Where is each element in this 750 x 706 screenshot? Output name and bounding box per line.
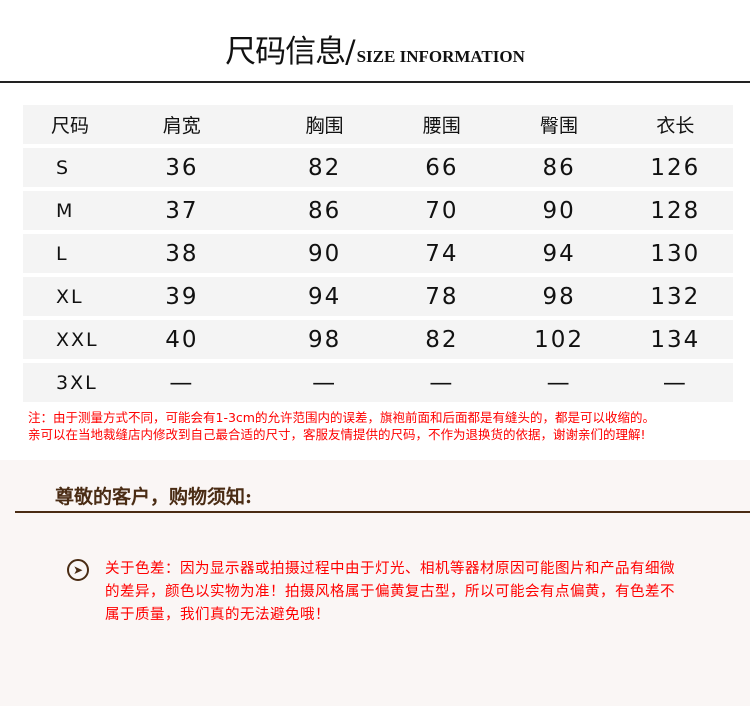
table-cell: 40 (165, 326, 199, 353)
table-cell: 86 (542, 154, 576, 181)
table-cell: — (546, 369, 572, 396)
table-cell: 82 (425, 326, 459, 353)
size-label: 3XL (56, 371, 98, 394)
table-cell: 132 (650, 283, 701, 310)
table-cell: 98 (542, 283, 576, 310)
table-row: L 38 90 74 94 130 (23, 234, 733, 273)
table-cell: 36 (165, 154, 199, 181)
table-cell: — (169, 369, 195, 396)
table-cell: 94 (307, 283, 342, 310)
title-zh: 尺码信息/ (225, 34, 355, 70)
table-row: XXL 40 98 82 102 134 (23, 320, 733, 359)
header-cell: 衣长 (656, 115, 695, 137)
table-cell: 128 (650, 197, 701, 224)
table-header: 尺码 肩宽 胸围 腰围 臀围 衣长 (23, 105, 733, 144)
table-row: S 36 82 66 86 126 (23, 148, 733, 187)
header-cell: 肩宽 (162, 115, 201, 137)
title-en: SIZE INFORMATION (356, 47, 525, 66)
table-cell: 78 (425, 283, 459, 310)
size-table: 尺码 肩宽 胸围 腰围 臀围 衣长 S 36 82 66 86 126 M 37 86 70 90 1… (23, 105, 733, 406)
shopping-notice: 尊敬的客户，购物须知: ➤ 关于色差：因为显示器或拍摄过程中由于灯光、相机等器材… (0, 460, 750, 706)
table-cell: 130 (650, 240, 701, 267)
table-cell: 90 (542, 197, 576, 224)
page-title: 尺码信息/SIZE INFORMATION (0, 26, 750, 71)
note-line: 注：由于测量方式不同，可能会有1-3cm的允许范围内的误差，旗袍前面和后面都是有… (28, 410, 655, 425)
table-cell: 66 (425, 154, 459, 181)
chevron-circle-right-icon: ➤ (67, 559, 89, 581)
table-cell: — (429, 369, 455, 396)
table-cell: 38 (165, 240, 199, 267)
size-label: L (56, 242, 69, 265)
header-cell: 臀围 (540, 115, 579, 137)
table-cell: — (312, 369, 338, 396)
table-cell: 126 (650, 154, 701, 181)
table-row: 3XL — — — — — (23, 363, 733, 402)
divider (15, 511, 750, 513)
size-note: 注：由于测量方式不同，可能会有1-3cm的允许范围内的误差，旗袍前面和后面都是有… (28, 409, 655, 443)
table-cell: 102 (534, 326, 585, 353)
header-cell: 腰围 (422, 115, 461, 137)
divider (0, 81, 750, 83)
table-cell: 94 (542, 240, 576, 267)
table-cell: 74 (425, 240, 459, 267)
table-row: M 37 86 70 90 128 (23, 191, 733, 230)
table-cell: 134 (650, 326, 701, 353)
header-cell: 尺码 (51, 115, 90, 137)
table-cell: 37 (165, 197, 199, 224)
table-row: XL 39 94 78 98 132 (23, 277, 733, 316)
table-cell: 39 (165, 283, 199, 310)
size-label: XL (56, 285, 84, 308)
header-cell: 胸围 (305, 115, 344, 137)
note-line: 亲可以在当地裁缝店内修改到自己最合适的尺寸，客服友情提供的尺码，不作为退换货的依… (28, 427, 646, 442)
table-cell: 82 (307, 154, 342, 181)
table-cell: — (662, 369, 688, 396)
table-cell: 98 (307, 326, 342, 353)
notice-heading: 尊敬的客户，购物须知: (55, 486, 253, 508)
table-cell: 86 (307, 197, 342, 224)
size-label: XXL (56, 328, 99, 351)
table-cell: 90 (307, 240, 342, 267)
notice-text: 关于色差：因为显示器或拍摄过程中由于灯光、相机等器材原因可能图片和产品有细微的差… (105, 561, 675, 623)
size-label: S (56, 156, 71, 179)
size-label: M (56, 199, 75, 222)
table-cell: 70 (425, 197, 459, 224)
